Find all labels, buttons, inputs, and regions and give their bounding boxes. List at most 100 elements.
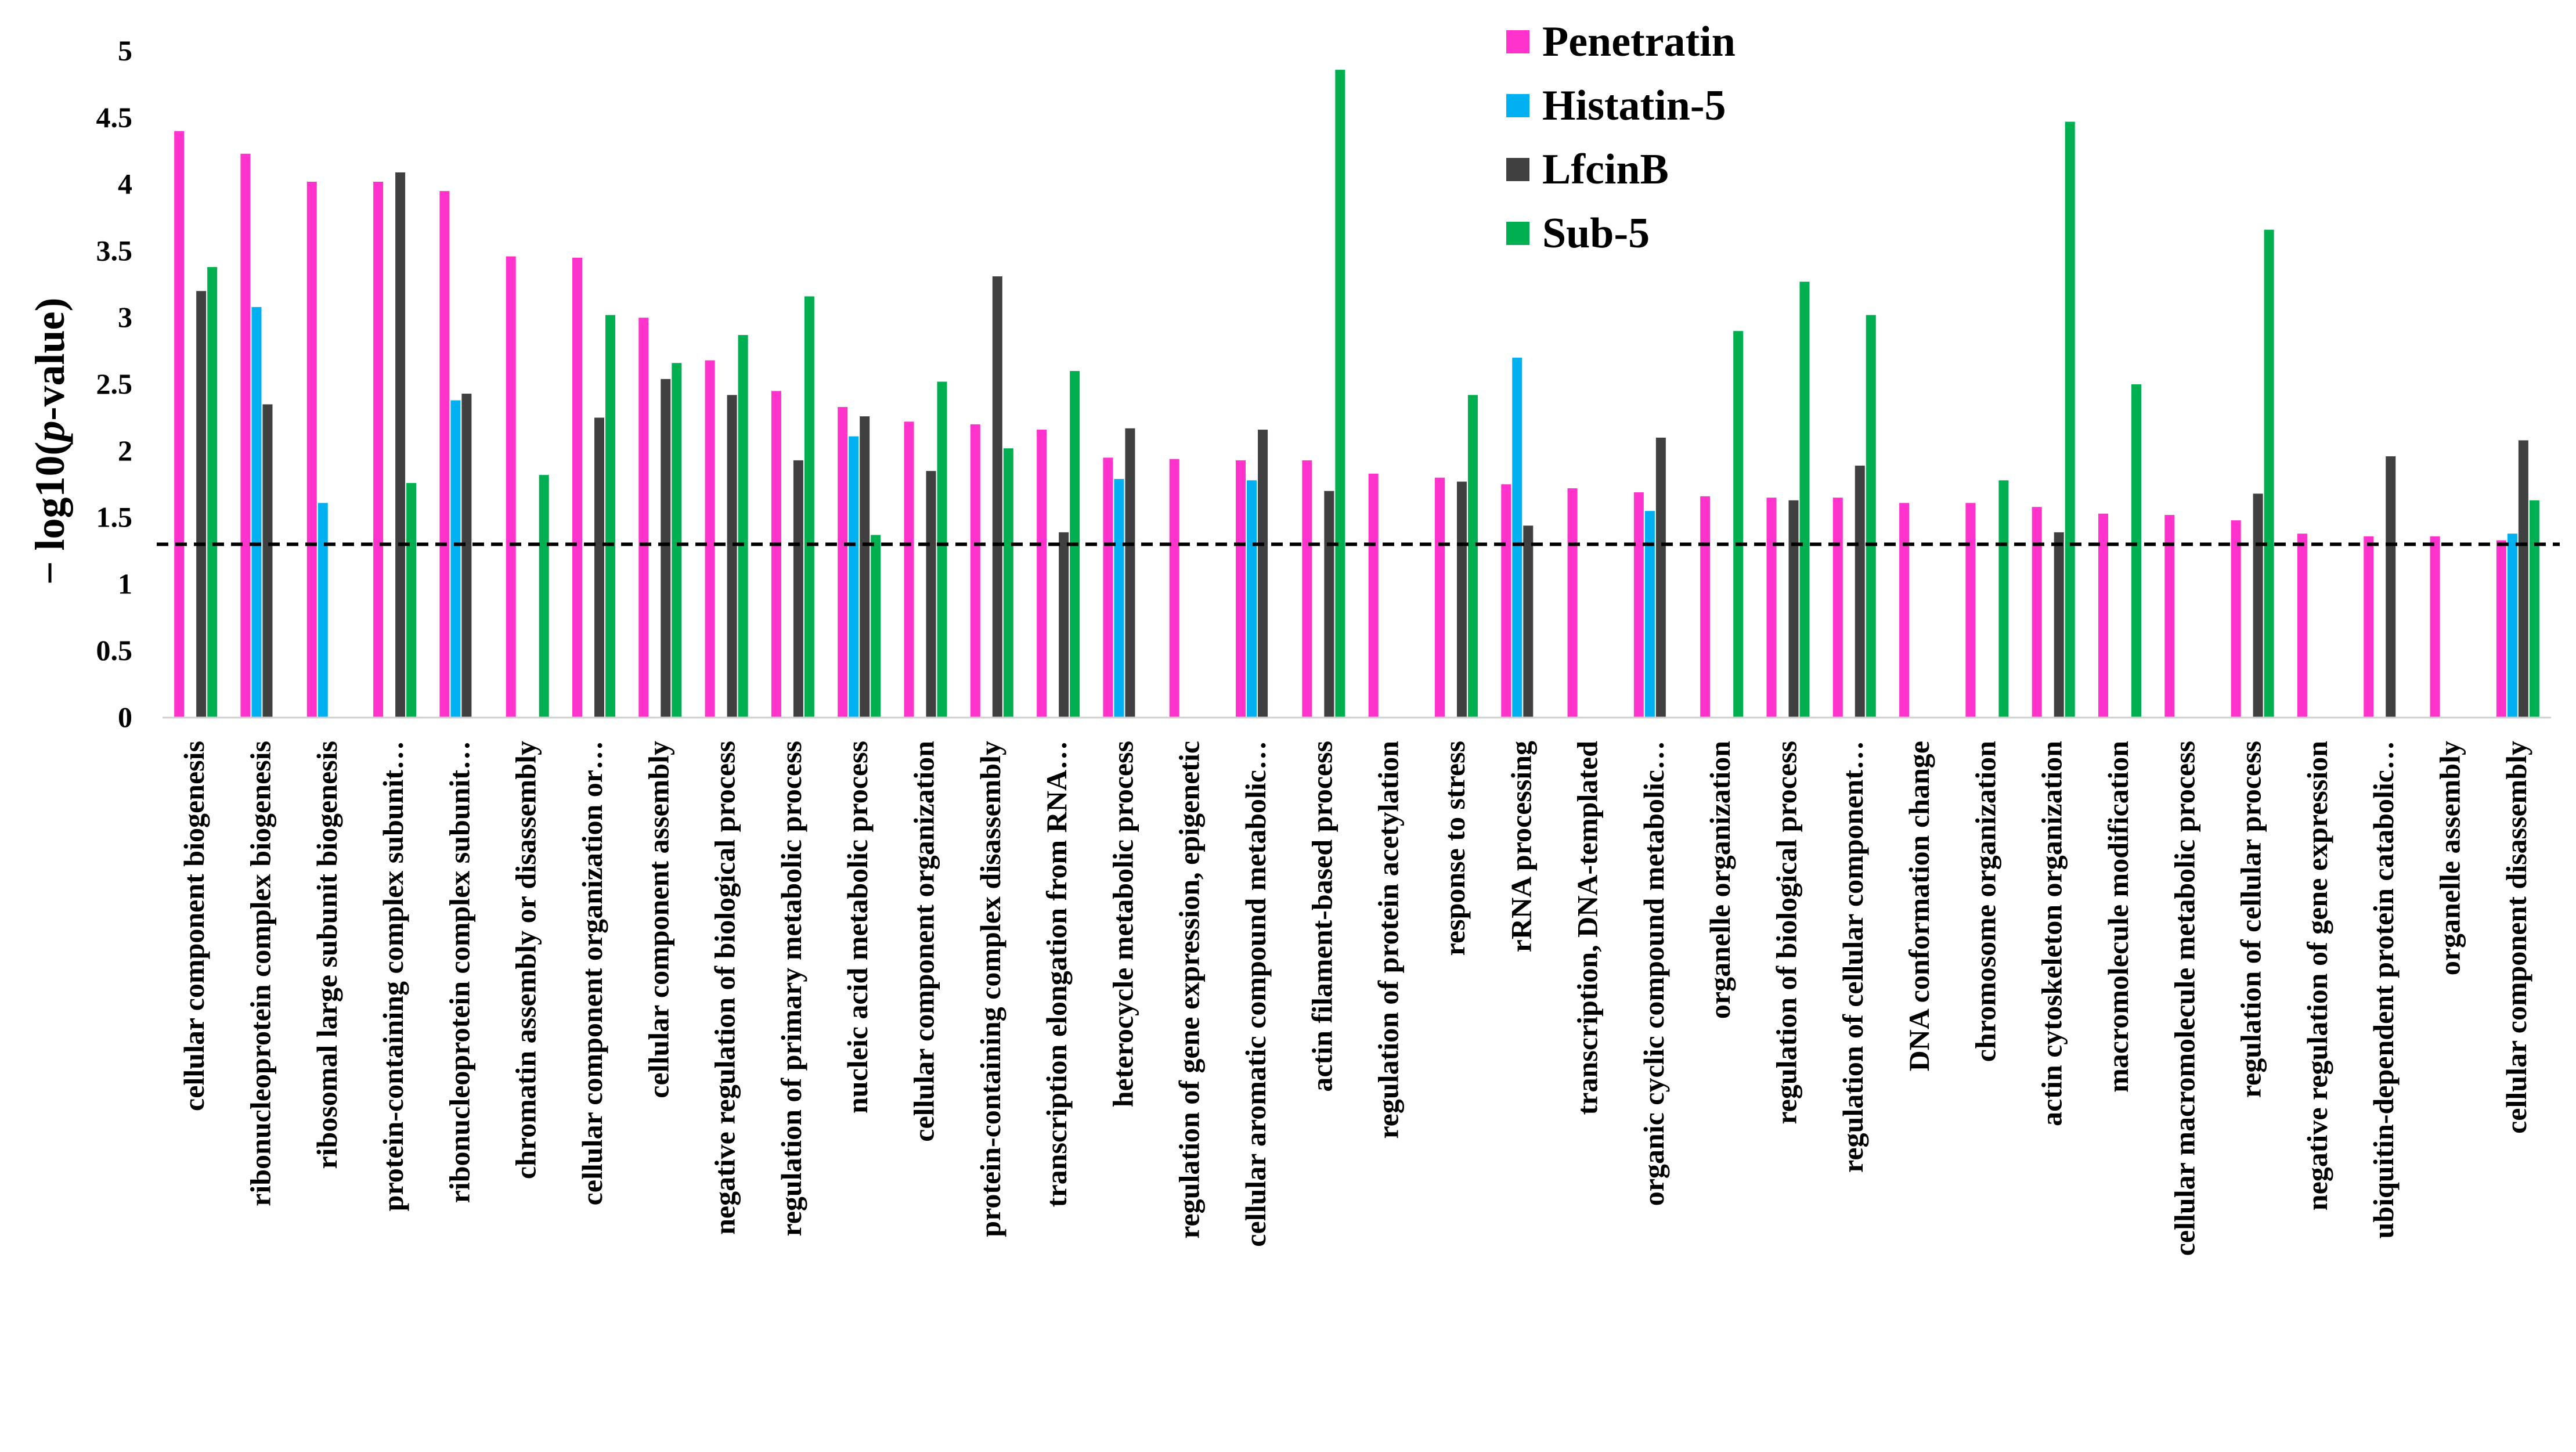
x-category-label: response to stress <box>1438 741 1471 956</box>
y-tick-label: 0 <box>118 701 132 733</box>
x-category-label: regulation of gene expression, epigeneti… <box>1173 741 1206 1239</box>
legend-label: Sub-5 <box>1542 210 1650 257</box>
bar-lfcinb <box>2253 493 2263 718</box>
x-category-label: organelle assembly <box>2434 741 2466 975</box>
bar-penetratin <box>771 391 781 718</box>
bar-lfcinb <box>262 404 273 718</box>
x-category-label: cellular macromolecule metabolic process <box>2168 741 2200 1256</box>
x-category-label: organic cyclic compound metabolic… <box>1637 741 1670 1206</box>
bar-penetratin <box>2032 507 2042 718</box>
bar-penetratin <box>1832 498 1843 718</box>
bar-penetratin <box>705 360 715 718</box>
bar-penetratin <box>2164 515 2175 718</box>
x-axis-categories: cellular component biogenesis ribonucleop… <box>178 741 2532 1256</box>
y-tick-label: 2.5 <box>96 367 133 400</box>
bar-lfcinb <box>594 417 604 718</box>
bar-sub-5 <box>937 381 947 718</box>
bar-lfcinb <box>992 276 1002 718</box>
bar-penetratin <box>1236 460 1246 718</box>
bar-lfcinb <box>661 379 671 718</box>
x-category-label: ribosomal large subunit biogenesis <box>311 741 343 1169</box>
legend-label: Histatin-5 <box>1542 82 1726 129</box>
bar-penetratin <box>1899 503 1910 718</box>
x-category-label: negative regulation of biological proces… <box>709 741 741 1235</box>
bar-penetratin <box>174 131 185 718</box>
bar-sub-5 <box>2131 384 2142 718</box>
x-category-label: regulation of protein acetylation <box>1372 741 1405 1139</box>
bar-sub-5 <box>1866 315 1876 718</box>
bar-penetratin <box>1368 473 1379 718</box>
bar-lfcinb <box>1655 437 1666 718</box>
bar-penetratin <box>2098 513 2109 718</box>
legend-label: LfcinB <box>1542 146 1669 193</box>
bar-lfcinb <box>1855 466 1865 718</box>
bar-penetratin <box>572 257 582 718</box>
y-tick-label: 4.5 <box>96 101 133 134</box>
x-category-label: organelle organization <box>1704 741 1736 1019</box>
x-category-label: DNA conformation change <box>1903 741 1935 1071</box>
bar-lfcinb <box>461 394 472 718</box>
bar-histatin-5 <box>1512 358 1522 718</box>
bar-penetratin <box>240 153 251 718</box>
x-category-label: cellular component assembly <box>642 741 674 1098</box>
y-axis: 0 0.5 1 1.5 2 2.5 3 3.5 4 4.5 5 <box>96 34 133 733</box>
bar-penetratin <box>2430 536 2440 718</box>
y-axis-label: − log10(p-value) <box>27 298 73 585</box>
x-category-label: cellular component organization or… <box>576 741 608 1205</box>
x-category-label: ribonucleoprotein complex biogenesis <box>244 741 276 1206</box>
legend-swatch <box>1506 94 1529 117</box>
x-category-label: ribonucleoprotein complex subunit… <box>443 741 475 1203</box>
legend-swatch <box>1506 30 1529 53</box>
bar-lfcinb <box>1258 430 1268 718</box>
y-axis-label-prefix: − log10( <box>27 441 73 585</box>
legend: Penetratin Histatin-5 LfcinB Sub-5 <box>1506 18 1736 257</box>
bar-penetratin <box>1965 503 1976 718</box>
bar-lfcinb <box>1523 525 1534 718</box>
bar-sub-5 <box>406 482 417 718</box>
x-category-label: rRNA processing <box>1505 741 1537 952</box>
x-category-label: protein-containing complex disassembly <box>974 741 1006 1237</box>
bar-penetratin <box>638 318 649 718</box>
bar-sub-5 <box>1467 395 1478 718</box>
bar-penetratin <box>904 421 914 718</box>
bar-lfcinb <box>860 416 870 718</box>
bar-penetratin <box>1037 430 1047 718</box>
bar-sub-5 <box>2264 229 2274 718</box>
bar-penetratin <box>306 182 317 718</box>
bar-penetratin <box>970 424 980 718</box>
y-tick-label: 2 <box>118 434 132 467</box>
legend-swatch <box>1506 158 1529 181</box>
y-axis-label-italic: p <box>27 420 73 445</box>
bar-lfcinb <box>2386 456 2396 718</box>
bar-penetratin <box>1633 492 1644 718</box>
bar-penetratin <box>2364 536 2374 718</box>
bar-sub-5 <box>1003 448 1013 718</box>
bar-penetratin <box>1501 484 1511 718</box>
bar-penetratin <box>2297 534 2307 718</box>
bar-lfcinb <box>1788 500 1799 718</box>
bar-sub-5 <box>672 363 682 718</box>
bar-penetratin <box>1700 496 1711 718</box>
x-category-label: negative regulation of gene expression <box>2301 741 2333 1210</box>
bar-penetratin <box>1302 460 1312 718</box>
bar-sub-5 <box>2065 121 2075 718</box>
bar-lfcinb <box>395 172 406 718</box>
bar-sub-5 <box>738 335 748 718</box>
bar-penetratin <box>439 191 450 718</box>
bar-sub-5 <box>539 475 549 718</box>
bar-lfcinb <box>1324 491 1334 718</box>
bar-histatin-5 <box>2507 534 2517 718</box>
bar-sub-5 <box>2529 500 2539 718</box>
y-tick-label: 3.5 <box>96 234 133 266</box>
y-tick-label: 5 <box>118 34 132 67</box>
x-category-label: actin filament-based process <box>1305 741 1338 1092</box>
bar-lfcinb <box>1125 428 1135 718</box>
bar-histatin-5 <box>318 503 328 718</box>
bar-histatin-5 <box>450 400 461 718</box>
x-category-label: cellular component organization <box>908 741 940 1142</box>
bar-histatin-5 <box>1114 479 1124 718</box>
x-category-label: nucleic acid metabolic process <box>841 741 874 1114</box>
bar-penetratin <box>1103 457 1113 718</box>
